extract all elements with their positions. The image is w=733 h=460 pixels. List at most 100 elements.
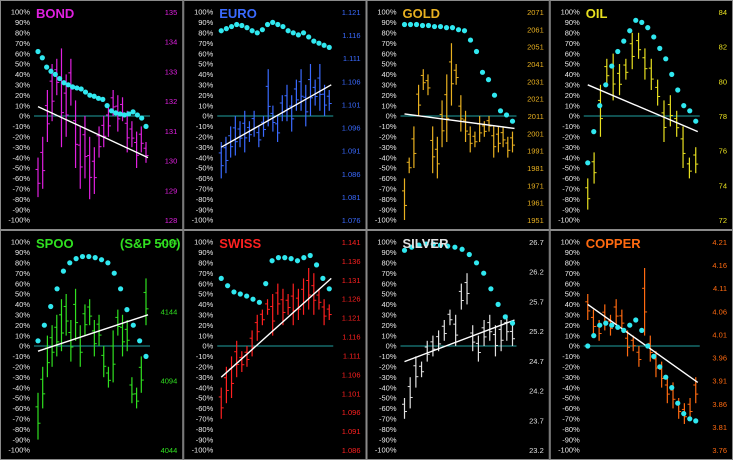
left-tick-label: -20% [12, 133, 30, 142]
left-tick-label: -60% [12, 174, 30, 183]
momentum-dot [282, 255, 288, 261]
momentum-dot [225, 283, 231, 289]
right-tick-label: 1.086 [342, 170, 361, 179]
panel-spoo: 100%90% 80%70%60% 50%40% 30%20%10% 0%-10% -20… [0, 230, 184, 460]
left-tick-label: 20% [15, 91, 30, 100]
left-tick-label: -20% [196, 363, 214, 372]
right-tick-label: 4.11 [713, 284, 727, 293]
left-tick-label: -70% [196, 415, 214, 424]
momentum-dot [44, 64, 50, 70]
momentum-dot [54, 286, 60, 292]
left-tick-label: 0% [19, 342, 30, 351]
momentum-dot [591, 333, 597, 339]
left-tick-label: -30% [12, 143, 30, 152]
right-tick-label: 131 [165, 127, 178, 136]
left-tick-label: 90% [198, 18, 213, 27]
right-tick-label: 84 [719, 8, 727, 17]
left-tick-label: -50% [196, 394, 214, 403]
right-tick-label: 23.2 [529, 446, 544, 455]
momentum-dot [657, 364, 663, 370]
right-tick-label: 1.096 [342, 408, 361, 417]
momentum-dot [609, 63, 615, 69]
left-tick-label: -70% [12, 185, 30, 194]
momentum-dot [326, 286, 332, 292]
right-tick-label: 2041 [527, 60, 544, 69]
right-tick-label: 1971 [527, 181, 544, 190]
left-tick-label: -90% [562, 205, 580, 214]
momentum-dot [657, 45, 663, 52]
left-tick-label: 70% [381, 39, 396, 48]
left-tick-label: -70% [196, 185, 214, 194]
left-tick-label: -70% [379, 415, 397, 424]
left-tick-label: -30% [12, 373, 30, 382]
left-tick-label: 80% [381, 259, 396, 268]
left-tick-label: -40% [196, 383, 214, 392]
left-tick-label: 40% [565, 300, 580, 309]
left-tick-label: 80% [565, 29, 580, 38]
left-tick-label: -10% [12, 352, 30, 361]
left-tick-label: 40% [381, 70, 396, 79]
left-tick-label: 80% [15, 29, 30, 38]
momentum-dot [275, 255, 282, 261]
left-tick-label: 90% [565, 248, 580, 257]
left-tick-label: 90% [198, 248, 213, 257]
momentum-dot [121, 112, 127, 118]
left-tick-label: -30% [196, 373, 214, 382]
panel-border [0, 0, 184, 230]
momentum-dot [502, 314, 508, 320]
right-tick-label: 1.126 [342, 295, 361, 304]
momentum-dot [651, 353, 657, 359]
momentum-dot [73, 256, 79, 262]
left-tick-label: 70% [381, 269, 396, 278]
left-tick-label: 20% [381, 321, 396, 330]
momentum-dot [244, 293, 250, 299]
left-tick-label: 90% [381, 18, 396, 27]
left-tick-label: 20% [198, 321, 213, 330]
left-tick-label: 10% [565, 101, 580, 110]
left-tick-label: 70% [198, 39, 213, 48]
momentum-dot [306, 34, 312, 40]
left-tick-label: 30% [198, 81, 213, 90]
right-tick-label: 1.096 [342, 124, 361, 133]
left-tick-label: -70% [562, 185, 580, 194]
right-tick-label: 2051 [527, 43, 544, 52]
momentum-dot [105, 260, 111, 266]
left-tick-label: 40% [15, 300, 30, 309]
left-tick-label: 80% [15, 259, 30, 268]
left-tick-label: 100% [377, 238, 397, 247]
momentum-dot [495, 301, 501, 307]
momentum-dot [681, 103, 687, 109]
momentum-dot [108, 108, 115, 114]
left-tick-label: -30% [562, 373, 580, 382]
momentum-dot [290, 30, 296, 36]
momentum-dot [455, 27, 462, 33]
left-tick-label: 60% [198, 49, 213, 58]
momentum-dot [443, 25, 450, 31]
momentum-dot [223, 26, 229, 32]
left-tick-label: 40% [381, 300, 396, 309]
left-tick-label: 60% [15, 279, 30, 288]
left-tick-label: 100% [11, 238, 31, 247]
left-tick-label: -100% [8, 216, 30, 225]
right-tick-label: 26.7 [529, 238, 544, 247]
right-tick-label: 1.086 [342, 446, 361, 455]
left-tick-label: 10% [15, 331, 30, 340]
left-tick-label: 10% [381, 101, 396, 110]
left-tick-label: 60% [198, 279, 213, 288]
trend-line [220, 84, 332, 148]
left-tick-label: 10% [198, 101, 213, 110]
left-tick-label: 80% [198, 259, 213, 268]
left-tick-label: -50% [12, 164, 30, 173]
momentum-dot [60, 268, 67, 274]
momentum-dot [409, 244, 415, 250]
momentum-dot [95, 95, 102, 101]
left-tick-label: -40% [562, 383, 580, 392]
right-tick-label: 1.136 [342, 257, 361, 266]
left-tick-label: 70% [15, 269, 30, 278]
left-tick-label: 100% [561, 238, 581, 247]
momentum-dot [621, 327, 627, 333]
right-tick-label: 1.081 [342, 193, 361, 202]
left-tick-label: 0% [202, 342, 213, 351]
right-tick-label: 1991 [527, 147, 544, 156]
right-tick-label: 26.2 [529, 268, 544, 277]
